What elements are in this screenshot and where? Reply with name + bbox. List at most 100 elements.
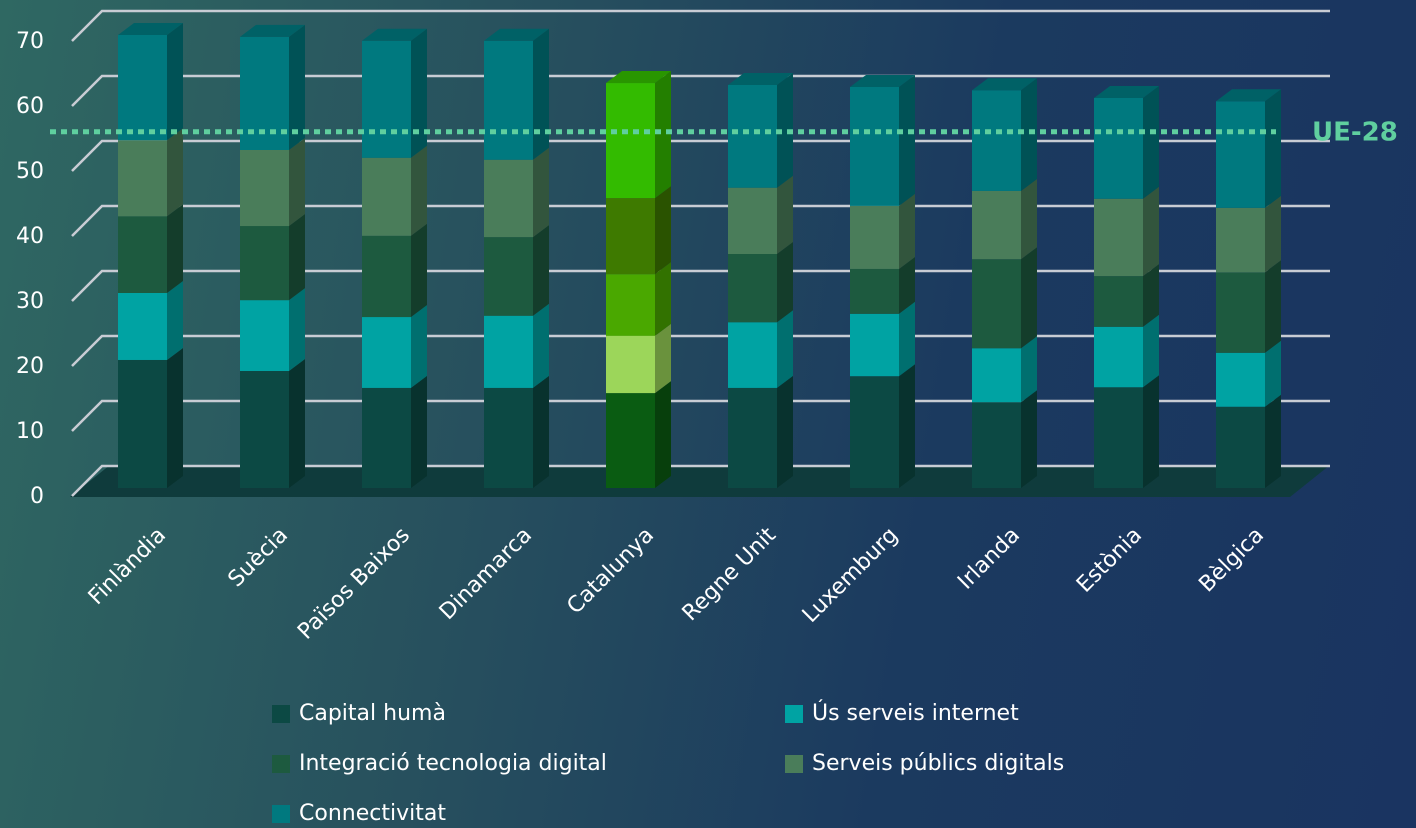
- bar-side: [167, 128, 183, 217]
- bar-segment: [1094, 98, 1143, 199]
- y-tick-label: 40: [16, 224, 44, 249]
- bar-side: [899, 193, 915, 269]
- bar-side: [899, 256, 915, 314]
- bar-side: [1021, 78, 1037, 191]
- bar-top: [484, 28, 549, 41]
- bar-segment: [972, 259, 1021, 349]
- bar-segment: [728, 85, 777, 188]
- bar-side: [1021, 336, 1037, 403]
- bar-segment: [1094, 276, 1143, 327]
- bar-segment: [728, 322, 777, 388]
- bar-side: [1143, 264, 1159, 327]
- bar-side: [655, 186, 671, 275]
- legend-swatch: [785, 705, 803, 723]
- bar-segment: [1216, 406, 1265, 488]
- bar-segment: [1094, 387, 1143, 488]
- legend-label: Capital humà: [299, 701, 446, 726]
- bar-side: [1143, 86, 1159, 199]
- bar-top: [118, 22, 183, 35]
- grid-line: [71, 74, 1330, 107]
- bar-side: [289, 138, 305, 227]
- bar-side: [655, 262, 671, 336]
- bar-top: [1094, 86, 1159, 98]
- bar-side: [777, 73, 793, 188]
- bar-segment: [972, 402, 1021, 488]
- legend-label: Ús serveis internet: [812, 700, 1019, 726]
- grid-line: [71, 269, 1330, 302]
- bar-side: [289, 288, 305, 371]
- bar-top: [850, 74, 915, 87]
- bar-side: [411, 223, 427, 318]
- x-tick-label: Catalunya: [562, 523, 658, 619]
- grid-line: [71, 399, 1330, 432]
- bar-side: [1265, 394, 1281, 488]
- bar-side: [655, 71, 671, 199]
- bar-segment: [728, 387, 777, 488]
- bar-side: [1265, 195, 1281, 273]
- bar-segment: [1094, 326, 1143, 388]
- bar-side: [777, 310, 793, 388]
- grid-line: [71, 204, 1330, 237]
- y-tick-label: 50: [16, 159, 44, 184]
- legend-swatch: [272, 755, 290, 773]
- bar-segment: [240, 371, 289, 488]
- bar-segment: [1216, 352, 1265, 407]
- bar-segment: [240, 150, 289, 227]
- bar-segment: [240, 226, 289, 301]
- x-tick-label: Finlàndia: [84, 523, 171, 610]
- bar-side: [1265, 89, 1281, 208]
- bar-segment: [606, 393, 655, 488]
- bar-top: [972, 78, 1037, 91]
- bar-side: [1143, 186, 1159, 277]
- bar-segment: [972, 90, 1021, 191]
- x-tick-label: Regne Unit: [678, 523, 782, 627]
- bar-top: [606, 71, 671, 84]
- bar-segment: [850, 313, 899, 377]
- bar-side: [1021, 247, 1037, 349]
- bar-segment: [606, 274, 655, 336]
- bar-segment: [362, 387, 411, 488]
- bar-segment: [362, 40, 411, 158]
- x-tick-label: Bèlgica: [1194, 523, 1269, 598]
- bar-side: [167, 281, 183, 360]
- bar-side: [1265, 260, 1281, 353]
- bar-segment: [484, 315, 533, 388]
- bar-side: [777, 242, 793, 323]
- legend-swatch: [785, 755, 803, 773]
- bar-top: [728, 73, 793, 85]
- bar-segment: [118, 359, 167, 488]
- bar-segment: [118, 293, 167, 360]
- bar-segment: [118, 34, 167, 141]
- grid-line: [71, 334, 1330, 367]
- legend-swatch: [272, 805, 290, 823]
- bar-side: [1265, 340, 1281, 407]
- bar-side: [1143, 375, 1159, 488]
- x-tick-label: Luxemburg: [798, 523, 903, 628]
- bar-side: [167, 22, 183, 141]
- x-tick-label: Dinamarca: [435, 523, 537, 625]
- bar-side: [533, 147, 549, 238]
- bar-segment: [606, 83, 655, 199]
- bar-side: [533, 303, 549, 388]
- bar-side: [411, 375, 427, 488]
- bar-segment: [362, 157, 411, 236]
- bar-side: [411, 28, 427, 158]
- bar-segment: [362, 235, 411, 318]
- bar-segment: [850, 268, 899, 314]
- bar-segment: [606, 335, 655, 394]
- y-tick-label: 10: [16, 419, 44, 444]
- legend-label: Integració tecnologia digital: [299, 751, 607, 776]
- x-tick-label: Irlanda: [953, 523, 1025, 595]
- bar-segment: [850, 376, 899, 488]
- x-tick-label: Països Baixos: [293, 523, 415, 645]
- legend-label: Connectivitat: [299, 801, 446, 826]
- bar-segment: [1094, 198, 1143, 277]
- bar-segment: [362, 317, 411, 388]
- bar-segment: [484, 159, 533, 238]
- reference-label: UE-28: [1312, 117, 1398, 147]
- y-tick-label: 30: [16, 289, 44, 314]
- bar-side: [1021, 390, 1037, 488]
- bar-side: [411, 145, 427, 236]
- y-tick-label: 20: [16, 354, 44, 379]
